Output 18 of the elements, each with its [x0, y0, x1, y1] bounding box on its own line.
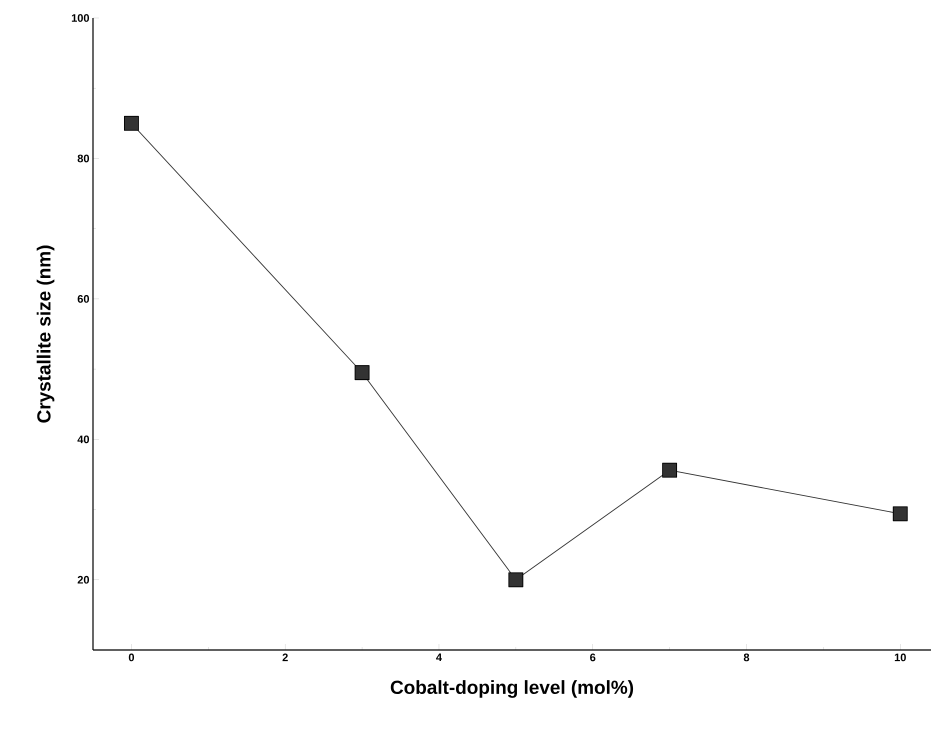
y-axis-title: Crystallite size (nm) — [36, 246, 54, 423]
x-tick-label: 10 — [894, 654, 906, 662]
y-tick-label: 80 — [78, 154, 90, 162]
y-tick-label: 40 — [77, 435, 90, 444]
y-tick-label: 60 — [78, 295, 90, 303]
point — [662, 462, 678, 478]
point — [892, 506, 908, 522]
x-axis-title: Cobalt-doping level (mol%) — [390, 680, 634, 698]
x-tick-label: 8 — [744, 654, 750, 662]
x-tick-label: 2 — [282, 654, 288, 662]
x-tick-label: 0 — [128, 654, 134, 662]
y-tick-label: 100 — [72, 14, 90, 22]
point — [354, 365, 370, 380]
point — [508, 572, 524, 588]
x-tick-label: 4 — [436, 654, 442, 662]
x-tick-label: 6 — [590, 654, 596, 662]
point — [124, 116, 139, 131]
y-tick-label: 20 — [78, 576, 90, 584]
